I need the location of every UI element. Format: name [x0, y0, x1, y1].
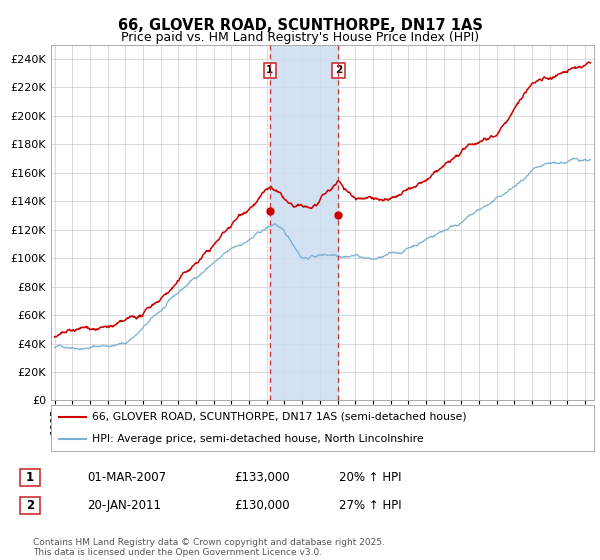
Text: 1: 1 [266, 66, 274, 76]
Text: £133,000: £133,000 [234, 470, 290, 484]
Text: 2: 2 [26, 498, 34, 512]
Bar [270, 45, 338, 400]
Text: 66, GLOVER ROAD, SCUNTHORPE, DN17 1AS (semi-detached house): 66, GLOVER ROAD, SCUNTHORPE, DN17 1AS (s… [92, 412, 466, 422]
Text: £130,000: £130,000 [234, 498, 290, 512]
Text: 27% ↑ HPI: 27% ↑ HPI [339, 498, 401, 512]
Text: Contains HM Land Registry data © Crown copyright and database right 2025.
This d: Contains HM Land Registry data © Crown c… [33, 538, 385, 557]
Text: 1: 1 [26, 470, 34, 484]
Text: 2: 2 [335, 66, 342, 76]
Text: Price paid vs. HM Land Registry's House Price Index (HPI): Price paid vs. HM Land Registry's House … [121, 31, 479, 44]
Text: 66, GLOVER ROAD, SCUNTHORPE, DN17 1AS: 66, GLOVER ROAD, SCUNTHORPE, DN17 1AS [118, 18, 482, 33]
Text: 20% ↑ HPI: 20% ↑ HPI [339, 470, 401, 484]
Text: HPI: Average price, semi-detached house, North Lincolnshire: HPI: Average price, semi-detached house,… [92, 434, 424, 444]
Text: 01-MAR-2007: 01-MAR-2007 [87, 470, 166, 484]
Text: 20-JAN-2011: 20-JAN-2011 [87, 498, 161, 512]
